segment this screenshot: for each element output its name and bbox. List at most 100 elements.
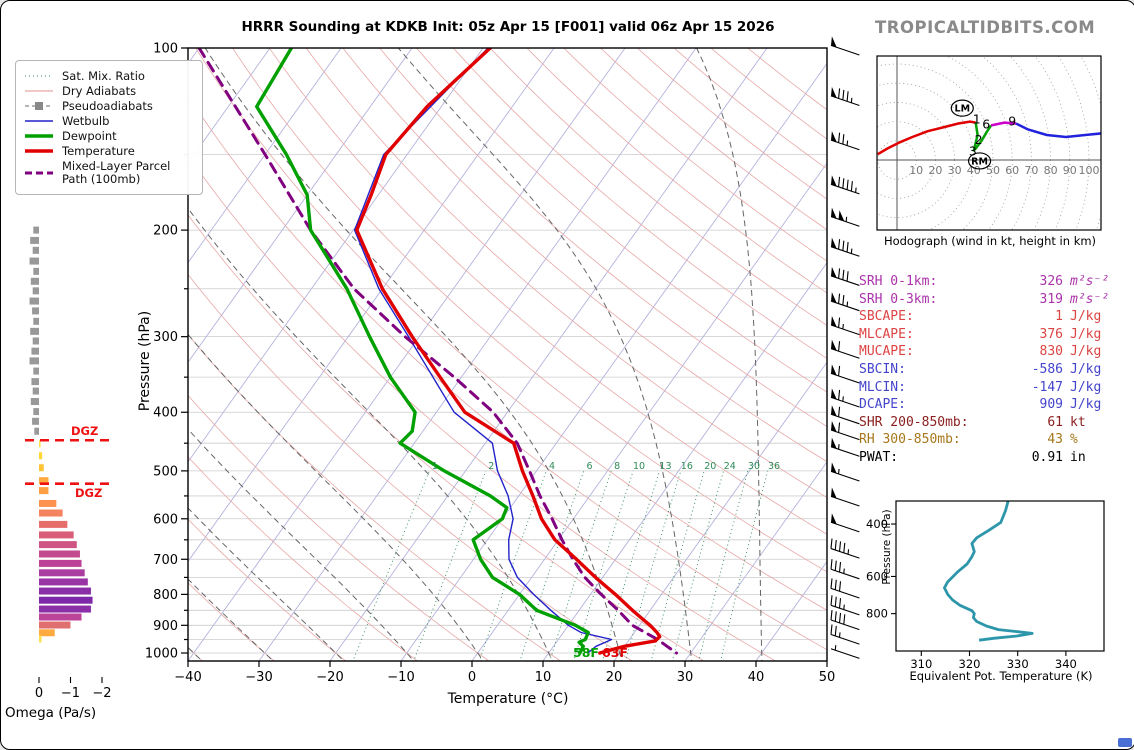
storm-motion-label: RM [971,156,988,167]
hodograph-trace-9km+ [1015,122,1101,139]
dgz-label-lower: DGZ [75,486,103,500]
wind-barb [830,495,860,507]
wind-barb [830,396,860,408]
theta-e-xtick-label: 330 [1007,657,1029,671]
hodograph-height-label: 2 [975,132,983,147]
omega-bar [39,635,42,643]
temperature-tick-label: 0 [468,670,476,685]
stat-label: SBCAPE: [859,309,914,325]
omega-panel: 0 −1 −2 [25,226,112,701]
stat-label: SHR 200-850mb: [859,414,969,430]
temperature-tick-label: 20 [606,670,623,685]
pressure-tick-label: 800 [153,588,178,603]
chart-title: HRRR Sounding at KDKB Init: 05z Apr 15 [… [241,19,775,35]
omega-bar [39,559,82,567]
omega-bar [33,317,39,325]
wind-barb [830,324,860,336]
legend-item: Mixed-Layer Parcel Path (100mb) [24,159,194,187]
omega-bar [29,357,39,365]
mixing-ratio-label: 30 [748,461,760,472]
stat-unit: J/kg [1070,361,1102,377]
theta-e-panel [943,501,1034,642]
stat-value: 43 [1047,432,1063,448]
temperature-tick-label: −40 [174,670,201,685]
omega-bar [39,499,57,507]
omega-bar [31,347,39,355]
mixing-ratio-label: 24 [724,461,736,472]
stat-value: 319 [1039,291,1063,307]
theta-e-xtick-label: 310 [910,657,932,671]
stat-row: SHR 200-850mb: 61 kt [859,414,1131,432]
omega-tick-label: 0 [35,686,43,701]
wind-barb [830,604,860,616]
omega-bar [31,378,39,386]
pressure-tick-label: 200 [153,224,178,239]
curve-temperature [355,48,662,655]
stat-row: MLCIN: -147 J/kg [859,379,1131,397]
omega-bar [30,327,39,335]
wind-barb [830,470,860,482]
stat-value: 1 [1055,309,1063,325]
omega-bar [32,287,39,295]
theta-e-xtick-label: 320 [959,657,981,671]
wind-barb [830,446,860,457]
omega-bar [39,509,63,517]
temperature-tick-label: 30 [677,670,694,685]
omega-tick-label: −2 [92,686,111,701]
omega-bar [39,578,88,586]
hodograph-trace-1-6km [972,122,993,152]
wind-barb [830,633,860,645]
omega-bar [30,398,39,406]
hodograph-ring-label: 10 [909,164,923,177]
omega-bar [39,629,55,637]
stat-unit: % [1070,432,1078,448]
wind-barb [830,348,860,359]
omega-bar [30,236,39,244]
temperature-tick-label: −10 [387,670,414,685]
mixing-ratio-label: 1 [432,461,438,472]
hodograph-ring-label: 90 [1063,164,1077,177]
stat-label: SBCIN: [859,361,906,377]
stat-label: DCAPE: [859,397,906,413]
stat-row: SBCIN: -586 J/kg [859,361,1131,379]
hodograph-height-label: 9 [1008,114,1016,129]
wind-barb [830,372,860,384]
wind-barb [830,587,860,599]
theta-e-curve [943,501,1034,642]
mixing-ratio-label: 36 [768,461,780,472]
hodograph-ring-label: 40 [967,164,981,177]
tropicaltidbits-watermark: TROPICALTIDBITS.COM [875,18,1096,37]
wind-barb [830,139,860,151]
omega-bar [39,613,82,621]
thetae-pressure-label: Pressure (hPa) [881,509,893,585]
omega-bar [33,226,39,234]
omega-bar [33,408,39,416]
omega-bar [34,427,39,435]
omega-bar [39,464,44,472]
skewt-plot-area: 1 2 4 6 8 10 13 16 20 24 30 36 [188,48,827,661]
stat-value: -147 [1031,379,1063,395]
pressure-tick-label: 700 [153,553,178,568]
omega-bar [32,387,39,395]
mixing-ratio-label: 2 [488,461,494,472]
legend-item: Temperature [24,144,194,159]
wind-barb [830,300,860,312]
dgz-label-upper: DGZ [71,424,99,438]
stat-unit: J/kg [1070,326,1102,342]
theta-e-ytick-label: 800 [866,607,888,621]
pressure-tick-label: 100 [153,42,178,57]
wind-barb [830,648,860,659]
corner-logo [1118,738,1132,747]
wind-barb [830,521,860,533]
pressure-tick-label: 400 [153,406,178,421]
storm-motion-label: LM [955,104,971,115]
stat-label: PWAT: [859,449,899,465]
stat-row: MLCAPE: 376 J/kg [859,326,1131,344]
legend-item: Sat. Mix. Ratio [24,69,194,84]
mixing-ratio-label: 6 [586,461,592,472]
omega-bar [33,367,39,375]
stat-row: DCAPE: 909 J/kg [859,396,1131,414]
legend-item: Pseudoadiabats [24,99,194,114]
stat-label: MUCAPE: [859,344,914,360]
